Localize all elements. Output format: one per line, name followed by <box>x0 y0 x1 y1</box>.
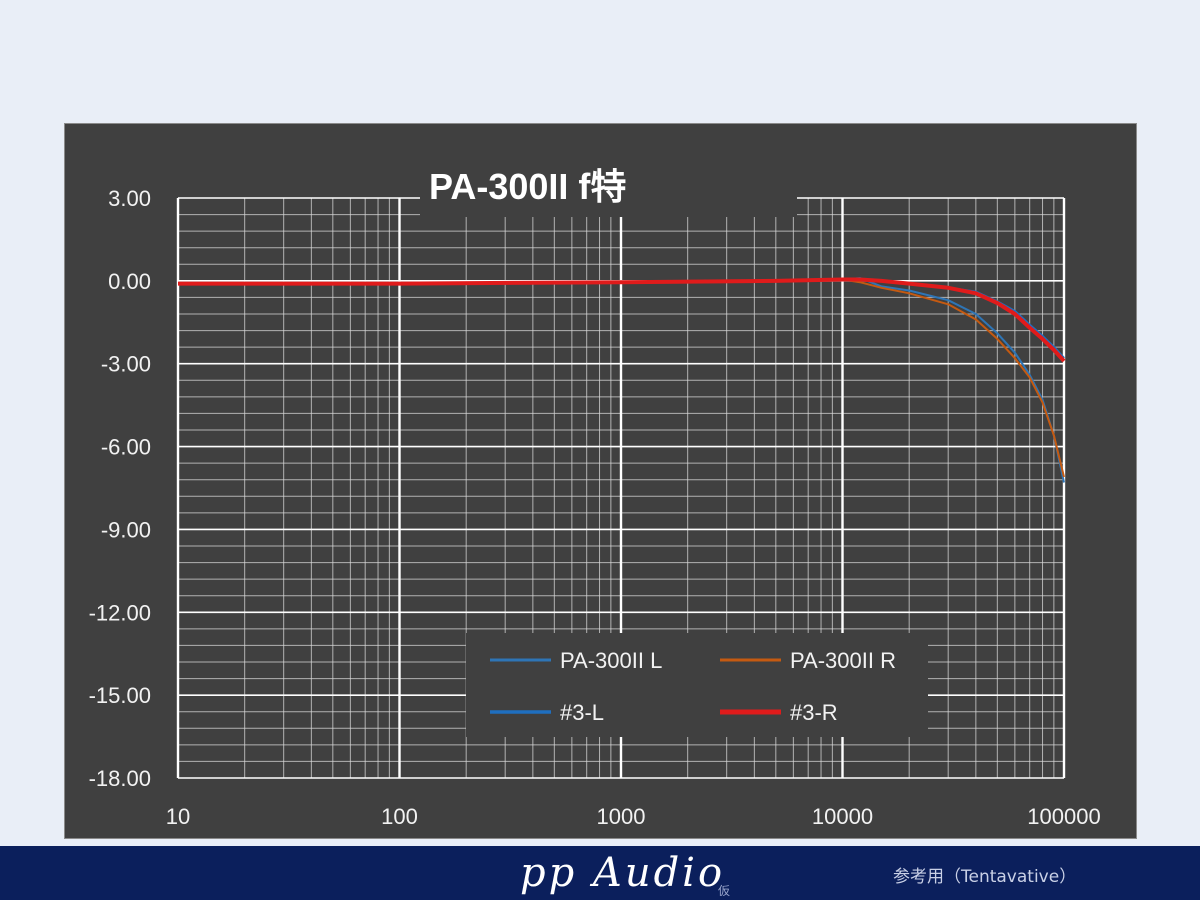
y-tick-label: 3.00 <box>108 186 151 211</box>
legend-label: PA-300II L <box>560 648 662 673</box>
y-tick-label: -12.00 <box>89 600 151 625</box>
legend-label: #3-L <box>560 700 604 725</box>
x-tick-label: 10000 <box>812 804 873 829</box>
legend: PA-300II L PA-300II R #3-L #3-R <box>466 633 928 737</box>
y-tick-label: -18.00 <box>89 766 151 791</box>
footer-note: 参考用（Tentavative） <box>893 867 1077 887</box>
series-line <box>178 277 1066 363</box>
chart-title-box: PA-300II f特 <box>420 149 797 217</box>
legend-label: PA-300II R <box>790 648 896 673</box>
y-tick-label: -3.00 <box>101 352 151 377</box>
x-tick-label: 100 <box>381 804 418 829</box>
chart-title: PA-300II f特 <box>429 166 626 207</box>
y-tick-label: 0.00 <box>108 269 151 294</box>
y-tick-label: -15.00 <box>89 683 151 708</box>
brand-sub-mark: 仮 <box>718 884 731 898</box>
series-lines <box>178 277 1066 483</box>
chart-frame: 3.00 0.00 -3.00 -6.00 -9.00 -12.00 -15.00 -18.0… <box>64 123 1137 839</box>
x-tick-label: 10 <box>166 804 190 829</box>
y-tick-label: -9.00 <box>101 517 151 542</box>
frequency-response-chart: 3.00 0.00 -3.00 -6.00 -9.00 -12.00 -15.00 -18.0… <box>89 149 1101 829</box>
y-tick-label: -6.00 <box>101 435 151 460</box>
footer-bar: pp Audio 仮 参考用（Tentavative） <box>0 846 1200 900</box>
x-tick-label: 100000 <box>1027 804 1100 829</box>
brand-logo-text: pp Audio <box>520 850 726 896</box>
y-axis-labels: 3.00 0.00 -3.00 -6.00 -9.00 -12.00 -15.00 -18.0… <box>89 186 151 791</box>
x-tick-label: 1000 <box>597 804 646 829</box>
legend-label: #3-R <box>790 700 838 725</box>
x-axis-labels: 10 100 1000 10000 100000 <box>166 804 1101 829</box>
